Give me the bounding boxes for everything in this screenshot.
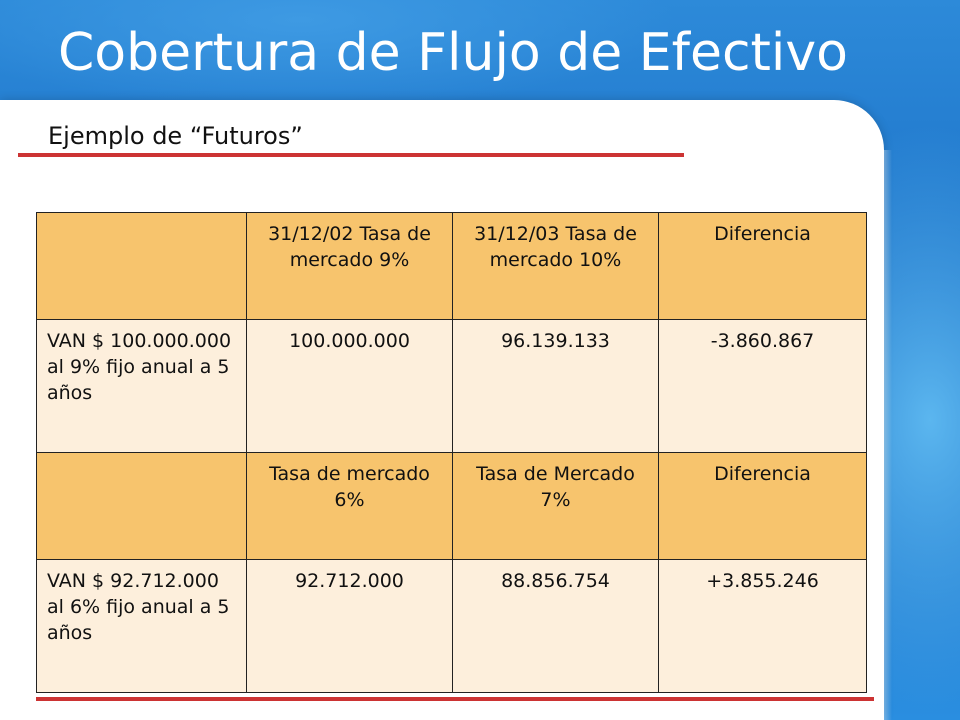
slide-title: Cobertura de Flujo de Efectivo <box>58 23 848 83</box>
subtitle-underline <box>18 153 684 157</box>
table-cell: -3.860.867 <box>658 319 867 453</box>
table-row-label: VAN $ 100.000.000 al 9% fijo anual a 5 a… <box>36 319 247 453</box>
panel-edge-glow <box>884 150 892 720</box>
table-header-row: Tasa de mercado 6% Tasa de Mercado 7% Di… <box>36 452 867 560</box>
table-row: VAN $ 92.712.000 al 6% fijo anual a 5 añ… <box>36 559 867 693</box>
table-cell: 88.856.754 <box>452 559 659 693</box>
table-row: VAN $ 100.000.000 al 9% fijo anual a 5 a… <box>36 319 867 453</box>
table-header-cell-blank <box>36 212 247 320</box>
slide-subtitle: Ejemplo de “Futuros” <box>48 122 303 150</box>
table-cell: 100.000.000 <box>246 319 453 453</box>
table-row-label: VAN $ 92.712.000 al 6% fijo anual a 5 añ… <box>36 559 247 693</box>
table-cell: 96.139.133 <box>452 319 659 453</box>
table-header-cell-blank <box>36 452 247 560</box>
table-header-row: 31/12/02 Tasa de mercado 9% 31/12/03 Tas… <box>36 212 867 320</box>
table-header-cell: 31/12/03 Tasa de mercado 10% <box>452 212 659 320</box>
footer-rule <box>36 697 874 701</box>
table-cell: +3.855.246 <box>658 559 867 693</box>
comparison-table: 31/12/02 Tasa de mercado 9% 31/12/03 Tas… <box>36 212 867 693</box>
table-header-cell: Tasa de mercado 6% <box>246 452 453 560</box>
table-cell: 92.712.000 <box>246 559 453 693</box>
table-header-cell: Diferencia <box>658 452 867 560</box>
table-header-cell: Diferencia <box>658 212 867 320</box>
table-header-cell: Tasa de Mercado 7% <box>452 452 659 560</box>
table-header-cell: 31/12/02 Tasa de mercado 9% <box>246 212 453 320</box>
